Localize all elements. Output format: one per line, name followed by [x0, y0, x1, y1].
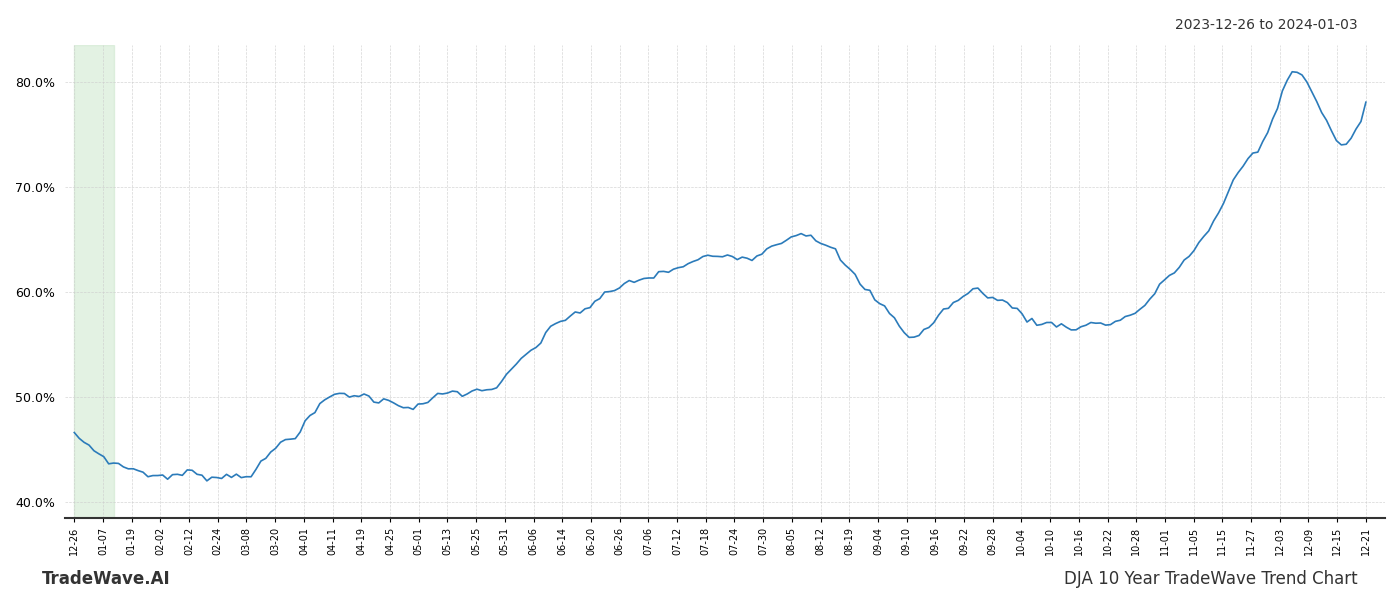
- Text: TradeWave.AI: TradeWave.AI: [42, 570, 171, 588]
- Text: DJA 10 Year TradeWave Trend Chart: DJA 10 Year TradeWave Trend Chart: [1064, 570, 1358, 588]
- Text: 2023-12-26 to 2024-01-03: 2023-12-26 to 2024-01-03: [1176, 18, 1358, 32]
- Bar: [74, 45, 113, 518]
